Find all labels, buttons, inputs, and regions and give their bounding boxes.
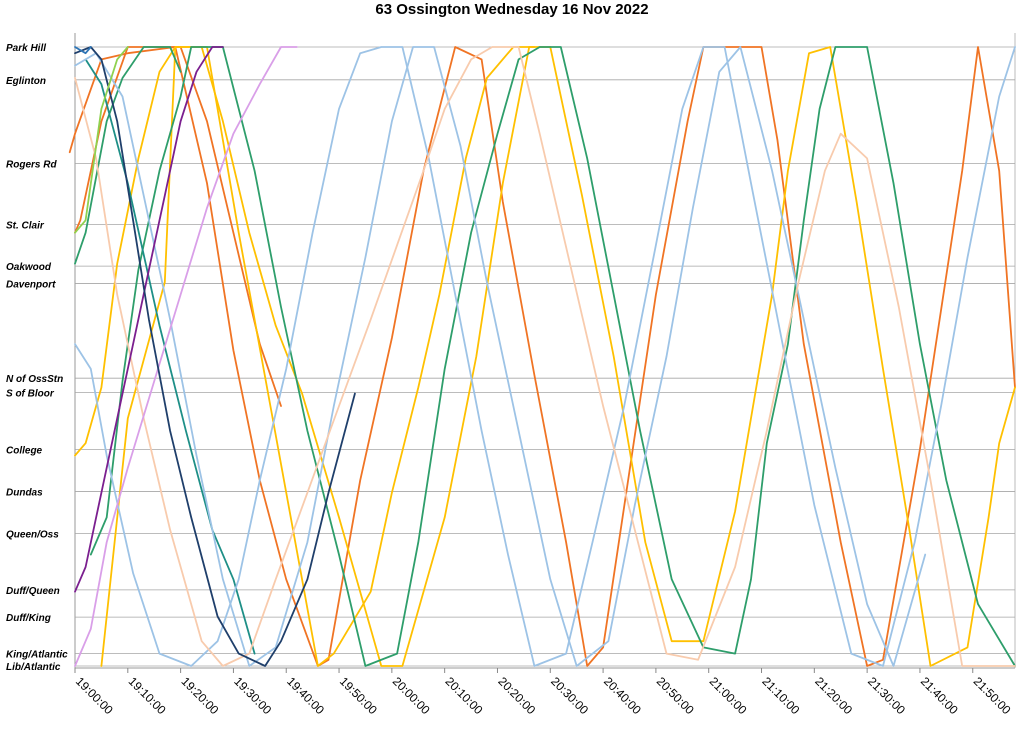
x-tick-label: 20:30:00 — [548, 674, 591, 717]
stop-label: Dundas — [6, 487, 43, 498]
x-tick-label: 19:10:00 — [126, 674, 169, 717]
stop-label: Lib/Atlantic — [6, 662, 61, 673]
x-tick-label: 19:30:00 — [231, 674, 274, 717]
x-tick-label: 21:10:00 — [759, 674, 802, 717]
stop-label: Oakwood — [6, 262, 52, 273]
series-line — [74, 46, 129, 234]
x-tick-label: 19:00:00 — [73, 674, 116, 717]
x-tick-label: 21:20:00 — [812, 674, 855, 717]
stop-label: King/Atlantic — [6, 650, 68, 661]
series-line — [74, 46, 298, 667]
x-tick-label: 20:20:00 — [495, 674, 538, 717]
stop-gridlines — [74, 33, 1016, 668]
series-line — [74, 46, 1016, 667]
series-line — [74, 46, 356, 667]
x-tick-label: 20:50:00 — [654, 674, 697, 717]
series-line — [74, 46, 92, 55]
x-tick-label: 19:50:00 — [337, 674, 380, 717]
x-tick-label: 20:10:00 — [443, 674, 486, 717]
series-line — [74, 46, 224, 593]
series-line — [74, 46, 1016, 667]
stop-label: Duff/King — [6, 613, 51, 624]
series-line — [74, 46, 182, 265]
x-axis: 19:00:00 19:10:00 19:20:00 19:30:00 19:40:00… — [73, 667, 1015, 717]
x-tick-label: 21:40:00 — [918, 674, 961, 717]
stop-labels: Park Hill Eglinton Rogers Rd St. Clair Oakwo… — [6, 43, 68, 673]
x-tick-label: 21:30:00 — [865, 674, 908, 717]
series-line — [68, 46, 1016, 667]
stop-label: St. Clair — [6, 221, 45, 232]
series-line — [74, 46, 1016, 667]
x-tick-label: 20:00:00 — [390, 674, 433, 717]
series-line — [89, 46, 1016, 667]
stop-label: Queen/Oss — [6, 530, 59, 541]
x-tick-label: 21:50:00 — [971, 674, 1014, 717]
chart-title: 63 Ossington Wednesday 16 Nov 2022 — [375, 1, 649, 18]
x-tick-label: 19:20:00 — [178, 674, 221, 717]
x-tick-label: 20:40:00 — [601, 674, 644, 717]
stop-label: Eglinton — [6, 76, 46, 87]
series-lines — [68, 46, 1016, 667]
stop-label: S of Bloor — [6, 388, 55, 399]
stop-label: College — [6, 445, 43, 456]
series-line — [84, 58, 256, 655]
series-line — [74, 46, 927, 667]
stop-label: Rogers Rd — [6, 159, 57, 170]
x-tick-label: 21:00:00 — [707, 674, 750, 717]
x-tick-label: 19:40:00 — [284, 674, 327, 717]
stop-label: Davenport — [6, 279, 56, 290]
stop-label: N of OssStn — [6, 374, 63, 385]
stop-label: Park Hill — [6, 43, 46, 54]
stop-label: Duff/Queen — [6, 586, 60, 597]
